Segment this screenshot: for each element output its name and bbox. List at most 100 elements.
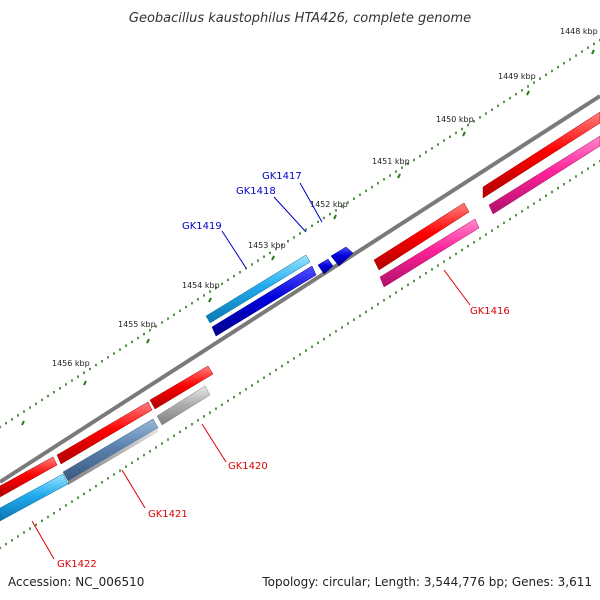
tick-dot (449, 256, 451, 259)
tick-dot (437, 264, 439, 267)
tick-dot (431, 268, 433, 271)
forward-strand (0, 111, 600, 498)
tick-dot (509, 217, 511, 221)
tick-dot (143, 453, 145, 457)
gene-GK1416[interactable] (379, 218, 480, 288)
tick-dot (53, 391, 55, 394)
tick-dot (557, 65, 559, 69)
tick-dot (263, 255, 265, 258)
gene-cds[interactable] (488, 135, 600, 215)
tick-dot (539, 77, 541, 80)
tick-dot (545, 194, 547, 197)
tick-dot (167, 438, 169, 441)
tick-dot (419, 275, 421, 279)
tick-dot (497, 225, 499, 228)
tick-dot (413, 279, 415, 283)
tick-dot (491, 229, 493, 232)
gene-label-GK1421[interactable]: GK1421 (148, 509, 188, 520)
kbp-label: 1450 kbp (436, 115, 474, 124)
gene-cds[interactable] (0, 456, 58, 498)
tick-dot (515, 214, 517, 217)
tick-dot (533, 81, 535, 84)
tick-dot (401, 166, 403, 169)
gene-GK1419[interactable] (211, 265, 317, 337)
tick-dot (251, 263, 253, 266)
tick-dot (23, 531, 25, 534)
tick-dot (347, 322, 349, 325)
tick-dot (77, 375, 79, 378)
tick-dot (11, 418, 13, 421)
kbp-label: 1454 kbp (182, 281, 220, 290)
tick-dot (407, 162, 409, 165)
tick-dot (587, 46, 589, 49)
kbp-label: 1451 kbp (372, 157, 410, 166)
tick-dot (425, 272, 427, 275)
tick-dot (467, 244, 469, 248)
tick-dot (359, 193, 361, 196)
tick-dot (317, 341, 319, 345)
tick-dot (0, 425, 1, 429)
tick-dot (239, 392, 241, 395)
tick-dot (257, 380, 259, 383)
tick-dot (317, 220, 319, 224)
gene-cds[interactable] (482, 111, 600, 199)
gene-cds[interactable] (56, 401, 153, 465)
gene-label-GK1420[interactable]: GK1420 (228, 461, 268, 472)
gene-label-GK1417[interactable]: GK1417 (262, 171, 302, 182)
tick-dot (149, 450, 151, 453)
tick-dot (323, 216, 325, 220)
tick-dot (29, 527, 31, 530)
tick-dot (293, 236, 295, 239)
tick-dot (83, 371, 85, 374)
tick-dot (479, 116, 481, 119)
tick-dot (227, 399, 229, 403)
tick-dot (455, 131, 457, 135)
tick-dot (107, 477, 109, 480)
tick-dot (347, 201, 349, 204)
tick-dot (179, 309, 181, 313)
tick-dot (161, 442, 163, 445)
kbp-label: 1452 kbp (310, 200, 348, 209)
gene-label-GK1422[interactable]: GK1422 (57, 559, 97, 570)
tick-dot (221, 403, 223, 406)
gene-label-GK1419[interactable]: GK1419 (182, 221, 222, 232)
tick-dot (65, 504, 67, 507)
tick-dot (143, 332, 145, 336)
tick-dot (155, 325, 157, 328)
gene-labels: GK1417 GK1418 GK1419 GK1416 GK1420 GK142… (57, 171, 510, 570)
gene-label-GK1418[interactable]: GK1418 (236, 186, 276, 197)
tick-dot (269, 372, 271, 376)
tick-dot (335, 330, 337, 333)
tick-dot (281, 364, 283, 368)
tick-dot (383, 299, 385, 302)
tick-dot (47, 394, 49, 398)
gene-GK1418[interactable] (317, 258, 334, 275)
tick-dot (203, 415, 205, 418)
gene-label-GK1416[interactable]: GK1416 (470, 306, 510, 317)
tick-dot (41, 398, 43, 402)
gene-GK1422[interactable] (0, 473, 69, 522)
tick-dot (131, 461, 133, 465)
tick-dot (221, 282, 223, 285)
map-title: Geobacillus kaustophilus HTA426, complet… (129, 11, 471, 26)
tick-dot (431, 147, 433, 150)
gene-GK1420[interactable] (156, 385, 211, 426)
gene-GK1416-cds[interactable] (373, 202, 470, 271)
tick-dot (563, 183, 565, 186)
tick-dot (167, 317, 169, 320)
tick-dot (341, 205, 343, 208)
tick-dot (227, 278, 229, 282)
tick-dot (29, 406, 31, 409)
tick-dot (377, 303, 379, 306)
tick-dot (413, 158, 415, 162)
gene-GK1417[interactable] (330, 246, 354, 267)
tick-dot (203, 294, 205, 297)
tick-dot (11, 539, 13, 542)
gene-cds[interactable] (149, 365, 214, 410)
tick-dot (311, 345, 313, 348)
tick-dot (257, 259, 259, 262)
tick-dot (95, 363, 97, 367)
tick-dot (527, 85, 529, 88)
gene-GK1419-feature[interactable] (205, 254, 311, 324)
